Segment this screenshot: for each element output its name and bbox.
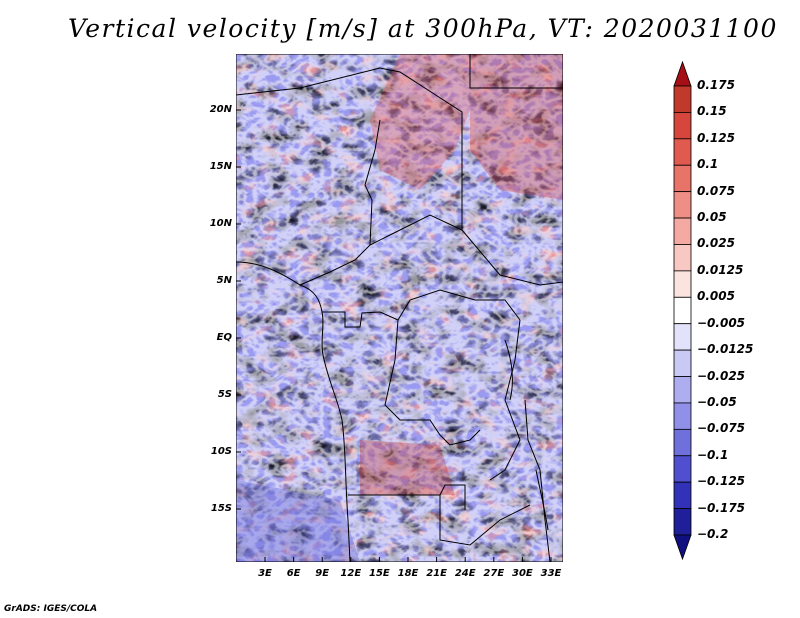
colorbar-label: 0.1 — [697, 157, 719, 172]
colorbar-label: 0.15 — [697, 104, 727, 119]
colorbar-box — [673, 244, 692, 272]
colorbar-bottom-arrow — [673, 534, 692, 561]
lon-tick-label: 15E — [369, 568, 390, 579]
lon-tick-label: 18E — [397, 568, 419, 579]
south-atlantic-downdraft-region — [236, 480, 360, 562]
border-egypt — [469, 54, 563, 89]
colorbar-box — [673, 296, 692, 325]
colorbar-box — [673, 349, 692, 377]
sahara-updraft-region — [370, 54, 470, 190]
colorbar-box — [673, 455, 692, 483]
colorbar-label: 0.005 — [697, 289, 735, 304]
colorbar-label: 0.075 — [697, 183, 735, 198]
colorbar-label: 0.05 — [697, 210, 727, 225]
colorbar-box — [673, 164, 692, 193]
footer-credit: GrADS: IGES/COLA — [4, 604, 98, 614]
lat-tick-label: 15N — [209, 161, 232, 172]
lat-tick-label: EQ — [216, 332, 232, 343]
border-tanzania — [524, 399, 551, 562]
angola-updraft-region — [360, 440, 455, 495]
colorbar-label: −0.0125 — [697, 342, 754, 357]
border-zambia — [439, 495, 531, 546]
colorbar-box — [673, 138, 692, 166]
lat-tick-label: 10N — [209, 218, 232, 229]
colorbar-box — [673, 402, 692, 430]
colorbar-label: 0.125 — [697, 130, 735, 145]
sudan-updraft-region — [470, 54, 563, 200]
lon-tick-label: 21E — [426, 568, 447, 579]
colorbar-label: −0.1 — [697, 447, 729, 462]
colorbar-box — [673, 481, 692, 509]
lon-tick-label: 33E — [540, 568, 562, 579]
colorbar-box — [673, 508, 692, 536]
axis-ticks — [236, 109, 552, 562]
colorbar-label: −0.05 — [697, 394, 737, 409]
colorbar-label: −0.175 — [697, 500, 746, 515]
border-east-1 — [461, 229, 563, 286]
border-drc-west — [384, 319, 481, 446]
borders-layer — [236, 54, 563, 562]
map-panel — [236, 54, 563, 562]
lat-tick-label: 20N — [209, 104, 232, 115]
lon-tick-label: 27E — [483, 568, 505, 579]
border-north — [236, 67, 463, 230]
border-car — [397, 289, 521, 321]
colorbar-box — [673, 217, 692, 245]
colorbar-box — [673, 85, 692, 113]
page-title: Vertical velocity [m/s] at 300hPa, VT: 2… — [68, 14, 778, 43]
lon-tick-label: 3E — [258, 568, 272, 579]
lon-tick-label: 12E — [340, 568, 362, 579]
field-near-zero-layer — [236, 54, 563, 562]
border-gabon — [322, 311, 399, 328]
lat-tick-label: 5S — [217, 389, 232, 400]
border-drc-east — [489, 319, 521, 481]
lake-tanganyika — [504, 339, 513, 401]
lat-tick-label: 5N — [216, 275, 232, 286]
colorbar-box — [673, 428, 692, 457]
colorbar-box — [673, 270, 692, 298]
lon-tick-label: 30E — [512, 568, 533, 579]
colorbar-box — [673, 191, 692, 219]
colorbar-label: −0.005 — [697, 315, 746, 330]
colorbar — [673, 60, 692, 561]
colorbar-box — [673, 376, 692, 404]
colorbar-label: −0.075 — [697, 421, 746, 436]
lon-tick-label: 6E — [286, 568, 301, 579]
colorbar-label: −0.2 — [697, 527, 729, 541]
lat-tick-label: 15S — [210, 503, 232, 514]
colorbar-box — [673, 112, 692, 140]
lake-malawi — [535, 469, 549, 531]
colorbar-label: 0.175 — [697, 78, 735, 92]
lon-tick-label: 24E — [454, 568, 476, 579]
lat-tick-label: 10S — [210, 446, 232, 457]
colorbar-label: 0.0125 — [697, 262, 744, 277]
border-chad-niger — [364, 119, 381, 246]
colorbar-label: 0.025 — [697, 236, 735, 251]
colorbar-label: −0.125 — [697, 474, 746, 489]
border-angola-south — [348, 484, 466, 510]
colorbar-label: −0.025 — [697, 368, 746, 383]
colorbar-box — [673, 323, 692, 351]
coastline-west — [236, 261, 351, 562]
lon-tick-label: 9E — [315, 568, 330, 579]
colorbar-top-arrow — [673, 60, 692, 87]
